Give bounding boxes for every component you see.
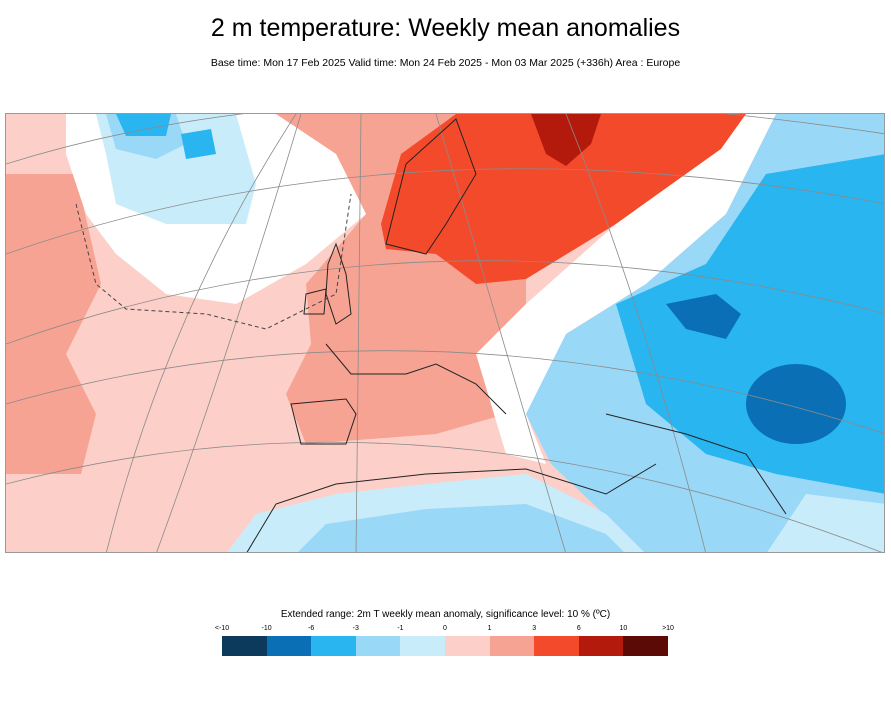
legend-swatch xyxy=(623,636,668,656)
anomaly-region-russia-warm xyxy=(531,114,601,166)
legend-swatch xyxy=(355,636,401,656)
page-title: 2 m temperature: Weekly mean anomalies xyxy=(210,14,681,42)
legend-swatch xyxy=(578,636,624,656)
map-svg xyxy=(6,114,884,552)
legend-swatch xyxy=(266,636,312,656)
legend-label: -3 xyxy=(352,625,359,632)
coastlines xyxy=(246,118,787,552)
legend-label: -6 xyxy=(308,625,315,632)
anomaly-region-scandinavia-russia xyxy=(381,114,746,284)
legend-label: 1 xyxy=(487,625,492,632)
anomaly-region-arabia xyxy=(767,494,884,552)
legend-colorbar xyxy=(222,636,668,656)
legend-swatch xyxy=(489,636,535,656)
legend-swatch xyxy=(444,636,490,656)
page-subtitle: Base time: Mon 17 Feb 2025 Valid time: M… xyxy=(210,57,681,69)
anomaly-region-greenland-cold xyxy=(116,114,216,159)
legend-swatch xyxy=(222,636,267,656)
legend-label: 10 xyxy=(619,625,628,632)
legend-label: -1 xyxy=(397,625,404,632)
anomaly-region-cold-core xyxy=(746,364,846,444)
legend-swatch xyxy=(534,636,579,656)
legend-label: 0 xyxy=(443,625,447,632)
graticule xyxy=(6,114,884,552)
legend-label: 3 xyxy=(532,625,537,632)
anomaly-map xyxy=(5,113,885,553)
legend-swatch xyxy=(400,636,445,656)
legend-label: -10 xyxy=(261,625,272,632)
legend-swatch xyxy=(311,636,356,656)
legend-label: 6 xyxy=(576,625,581,632)
legend-labels: <-10 -10 -6 -3 -1 0 1 3 6 10 >10 xyxy=(215,625,674,635)
anomaly-region-cold-patch xyxy=(666,294,741,339)
legend-label: >10 xyxy=(662,625,674,632)
anomaly-region-sahara xyxy=(298,504,624,552)
legend-label: <-10 xyxy=(214,625,230,632)
legend-title: Extended range: 2m T weekly mean anomaly… xyxy=(280,609,611,620)
anomaly-region-transition xyxy=(476,114,776,464)
anomaly-region-west-atlantic xyxy=(6,174,101,474)
